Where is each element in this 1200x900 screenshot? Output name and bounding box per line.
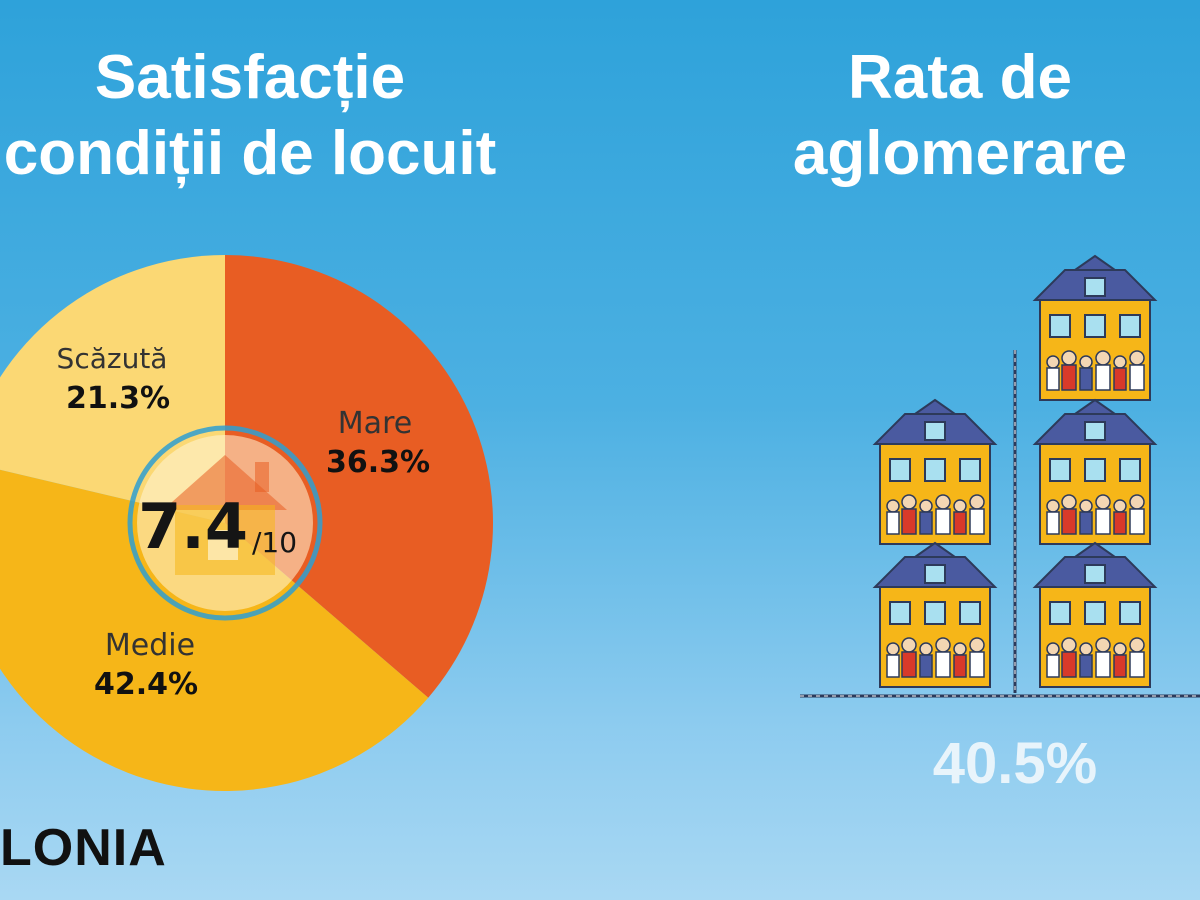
pie-label-mare-value: 36.3%	[326, 445, 430, 480]
pie-label-scazuta-name: Scăzută	[57, 342, 168, 375]
pie-label-medie-name: Medie	[105, 628, 195, 663]
right-title-line1: Rata de	[848, 43, 1072, 112]
crowding-rate-value: 40.5%	[932, 731, 1098, 796]
crowded-house-icon	[1034, 542, 1156, 688]
left-title-line1: Satisfacție	[94, 43, 406, 112]
crowded-house-icon	[1034, 255, 1156, 401]
crowded-house-icon	[874, 399, 996, 545]
pie-slice-scazuta	[0, 255, 225, 523]
left-chart-title: Satisfacție condiții de locuit	[0, 40, 590, 192]
center-score-scale: /10	[252, 526, 297, 559]
right-title-line2: aglomerare	[792, 119, 1128, 188]
pie-label-scazuta-value: 21.3%	[66, 381, 170, 416]
pie-slice-mare	[225, 255, 494, 698]
pie-label-mare-name: Mare	[338, 406, 412, 441]
country-label: LONIA	[0, 819, 167, 877]
crowded-house-icon	[874, 542, 996, 688]
pie-label-medie-value: 42.4%	[94, 667, 198, 702]
left-title-line2: condiții de locuit	[3, 119, 497, 188]
house-center-icon	[127, 425, 323, 621]
crowded-house-icon	[1034, 399, 1156, 545]
center-score: 7.4	[138, 490, 248, 563]
right-chart-title: Rata de aglomerare	[760, 40, 1160, 192]
pie-slice-medie	[0, 469, 429, 791]
